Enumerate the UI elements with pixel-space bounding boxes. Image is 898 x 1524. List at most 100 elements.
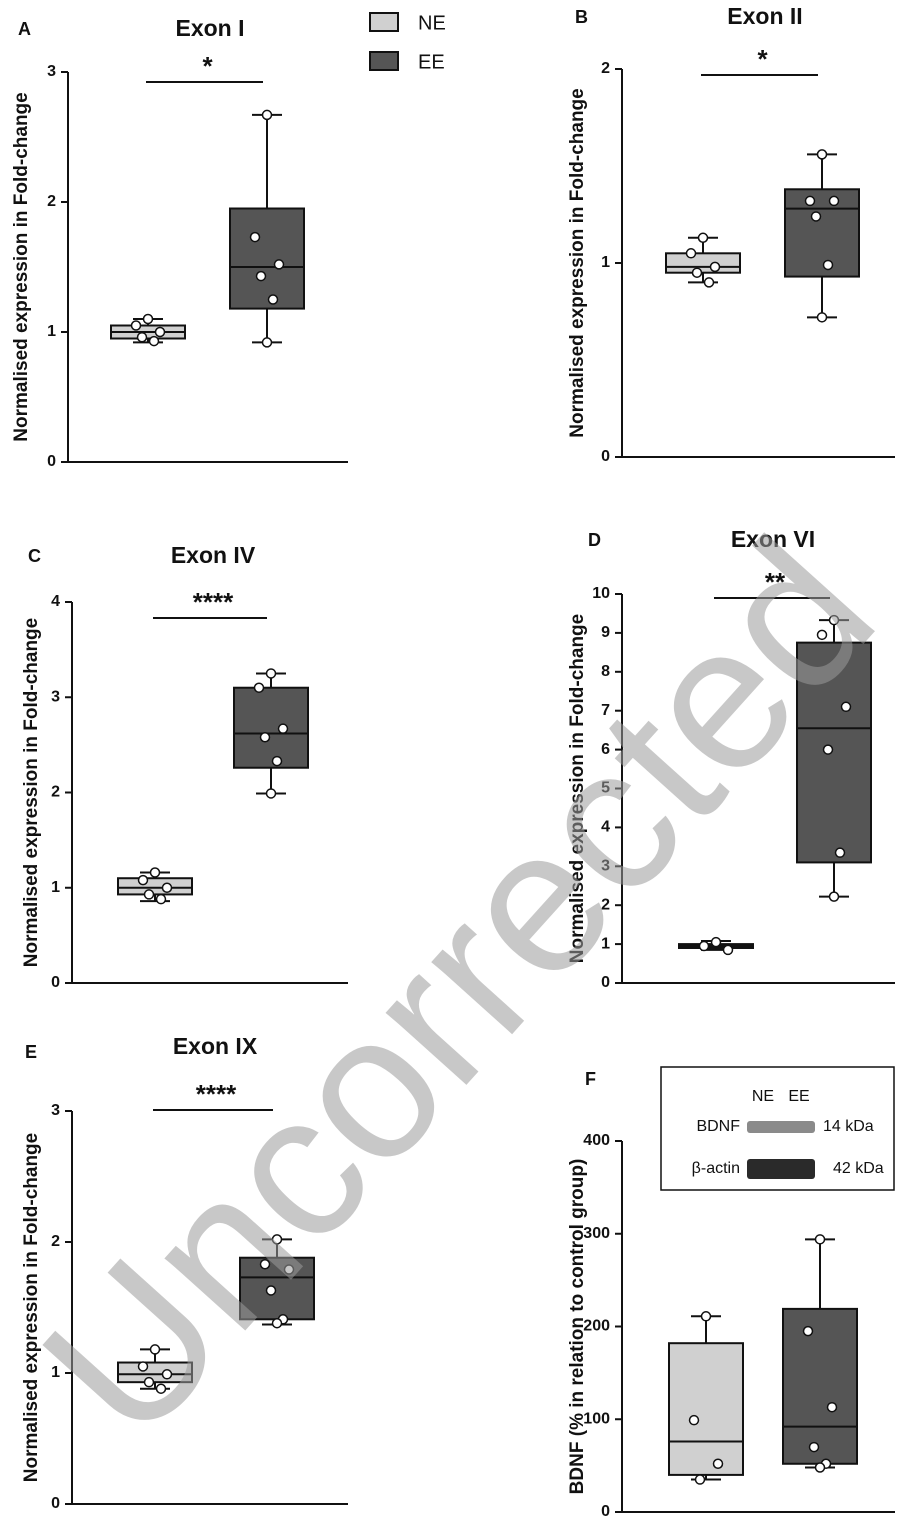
y-tick-label: 0	[601, 1503, 610, 1520]
y-tick-label: 1	[601, 254, 610, 271]
data-point	[830, 892, 839, 901]
box	[118, 878, 192, 894]
data-point	[263, 338, 272, 347]
data-point	[804, 1327, 813, 1336]
y-tick-label: 2	[47, 193, 56, 210]
y-tick-label: 0	[601, 448, 610, 465]
data-point	[711, 262, 720, 271]
y-tick-label: 400	[583, 1132, 610, 1149]
box	[669, 1343, 743, 1475]
figure: A Exon I Normalised expression in Fold-cha…	[0, 0, 898, 1524]
data-point	[836, 848, 845, 857]
y-tick-label: 1	[47, 323, 56, 340]
box	[666, 253, 740, 272]
box	[230, 209, 304, 309]
data-point	[687, 249, 696, 258]
data-point	[818, 313, 827, 322]
data-point	[818, 150, 827, 159]
inset-column: NE	[752, 1088, 774, 1105]
data-point	[724, 945, 733, 954]
data-point	[273, 757, 282, 766]
chart-title: Exon II	[727, 3, 802, 29]
data-point	[693, 268, 702, 277]
data-point	[267, 789, 276, 798]
data-point	[816, 1235, 825, 1244]
data-point	[151, 868, 160, 877]
data-point	[139, 876, 148, 885]
data-point	[712, 938, 721, 947]
chart-title: Exon I	[175, 15, 244, 41]
y-axis-label: Normalised expression in Fold-change	[11, 92, 32, 441]
legend-swatch	[370, 52, 398, 70]
data-point	[132, 321, 141, 330]
box	[783, 1309, 857, 1464]
data-point	[163, 883, 172, 892]
data-point	[705, 278, 714, 287]
y-tick-label: 2	[51, 1233, 60, 1250]
y-tick-label: 4	[51, 593, 60, 610]
data-point	[157, 895, 166, 904]
data-point	[806, 196, 815, 205]
legend-label: NE	[418, 12, 446, 34]
legend-swatch	[370, 13, 398, 31]
panel-label: D	[588, 530, 601, 550]
data-point	[714, 1459, 723, 1468]
panel-label: B	[575, 7, 588, 27]
y-tick-label: 9	[601, 624, 610, 641]
panel-label: C	[28, 546, 41, 566]
watermark: Uncorrected	[0, 498, 898, 1481]
inset-row-label: BDNF	[696, 1118, 740, 1135]
blot-band	[747, 1121, 815, 1133]
data-point	[150, 337, 159, 346]
inset-row-label: β-actin	[692, 1160, 740, 1177]
significance-label: *	[202, 51, 213, 81]
data-point	[702, 1312, 711, 1321]
data-point	[690, 1416, 699, 1425]
y-tick-label: 200	[583, 1318, 610, 1335]
data-point	[699, 233, 708, 242]
y-tick-label: 0	[51, 1495, 60, 1512]
y-tick-label: 2	[51, 784, 60, 801]
significance-label: *	[757, 44, 768, 74]
data-point	[816, 1463, 825, 1472]
inset-row-size: 14 kDa	[823, 1118, 874, 1135]
y-axis-label: Normalised expression in Fold-change	[21, 618, 42, 967]
data-point	[275, 260, 284, 269]
data-point	[251, 233, 260, 242]
y-tick-label: 300	[583, 1225, 610, 1242]
data-point	[257, 272, 266, 281]
data-point	[696, 1475, 705, 1484]
data-point	[812, 212, 821, 221]
y-tick-label: 2	[601, 60, 610, 77]
y-tick-label: 3	[47, 63, 56, 80]
y-tick-label: 100	[583, 1410, 610, 1427]
panel-label: E	[25, 1042, 37, 1062]
blot-band	[747, 1159, 815, 1179]
panel-label: A	[18, 19, 31, 39]
y-tick-label: 3	[51, 1102, 60, 1119]
y-tick-label: 10	[592, 585, 610, 602]
box	[785, 189, 859, 276]
y-tick-label: 0	[47, 453, 56, 470]
data-point	[255, 683, 264, 692]
data-point	[810, 1443, 819, 1452]
inset-column: EE	[788, 1088, 809, 1105]
data-point	[145, 890, 154, 899]
legend-label: EE	[418, 51, 445, 73]
y-axis-label: Normalised expression in Fold-change	[567, 88, 588, 437]
box	[234, 688, 308, 768]
data-point	[261, 733, 270, 742]
data-point	[269, 295, 278, 304]
inset-row-size: 42 kDa	[833, 1160, 884, 1177]
data-point	[824, 260, 833, 269]
data-point	[828, 1403, 837, 1412]
data-point	[830, 196, 839, 205]
y-tick-label: 1	[51, 879, 60, 896]
data-point	[144, 315, 153, 324]
data-point	[700, 942, 709, 951]
data-point	[156, 328, 165, 337]
data-point	[279, 724, 288, 733]
y-tick-label: 0	[51, 974, 60, 991]
panel-label: F	[585, 1069, 596, 1089]
data-point	[138, 333, 147, 342]
